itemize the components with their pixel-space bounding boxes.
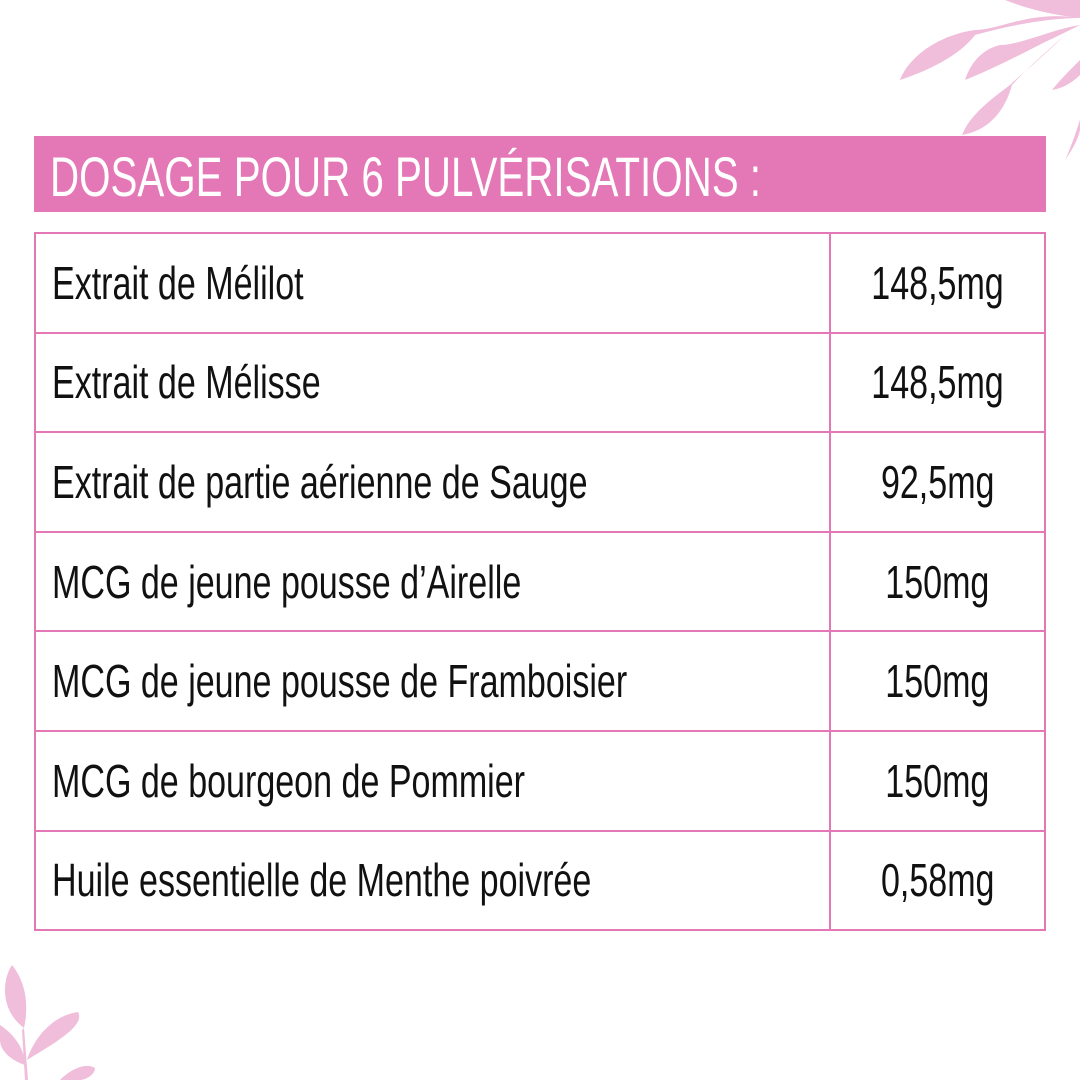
ingredient-dose: 150mg xyxy=(885,555,990,608)
ingredient-name: MCG de jeune pousse d’Airelle xyxy=(52,555,522,608)
ingredient-name: Extrait de partie aérienne de Sauge xyxy=(52,455,588,508)
leaf-decoration-top-right-icon xyxy=(900,0,1080,160)
ingredient-dose: 92,5mg xyxy=(880,455,995,508)
table-row: Extrait de partie aérienne de Sauge 92,5m… xyxy=(33,431,1046,533)
table-row: MCG de bourgeon de Pommier 150mg xyxy=(33,729,1046,832)
table-row: MCG de jeune pousse d’Airelle 150mg xyxy=(33,530,1046,633)
ingredient-name: MCG de jeune pousse de Framboisier xyxy=(52,655,628,708)
ingredient-dose: 150mg xyxy=(885,754,990,807)
ingredient-dose: 150mg xyxy=(885,655,990,708)
table-row: MCG de jeune pousse de Framboisier 150mg xyxy=(33,630,1046,732)
leaf-decoration-bottom-left-icon xyxy=(0,965,95,1080)
section-header: DOSAGE POUR 6 PULVÉRISATIONS : xyxy=(34,136,1046,212)
table-row: Extrait de Mélisse 148,5mg xyxy=(33,331,1046,434)
ingredient-name: MCG de bourgeon de Pommier xyxy=(52,754,526,807)
ingredient-name: Extrait de Mélisse xyxy=(52,356,321,409)
ingredient-name: Huile essentielle de Menthe poivrée xyxy=(52,854,592,907)
dosage-table: Extrait de Mélilot 148,5mg Extrait de Mél… xyxy=(33,232,1046,932)
ingredient-dose: 0,58mg xyxy=(880,854,995,907)
section-title: DOSAGE POUR 6 PULVÉRISATIONS : xyxy=(50,145,761,208)
ingredient-dose: 148,5mg xyxy=(871,356,1004,409)
table-row: Extrait de Mélilot 148,5mg xyxy=(33,232,1046,334)
table-row: Huile essentielle de Menthe poivrée 0,58m… xyxy=(33,829,1046,932)
ingredient-dose: 148,5mg xyxy=(871,256,1004,309)
ingredient-name: Extrait de Mélilot xyxy=(52,256,304,309)
